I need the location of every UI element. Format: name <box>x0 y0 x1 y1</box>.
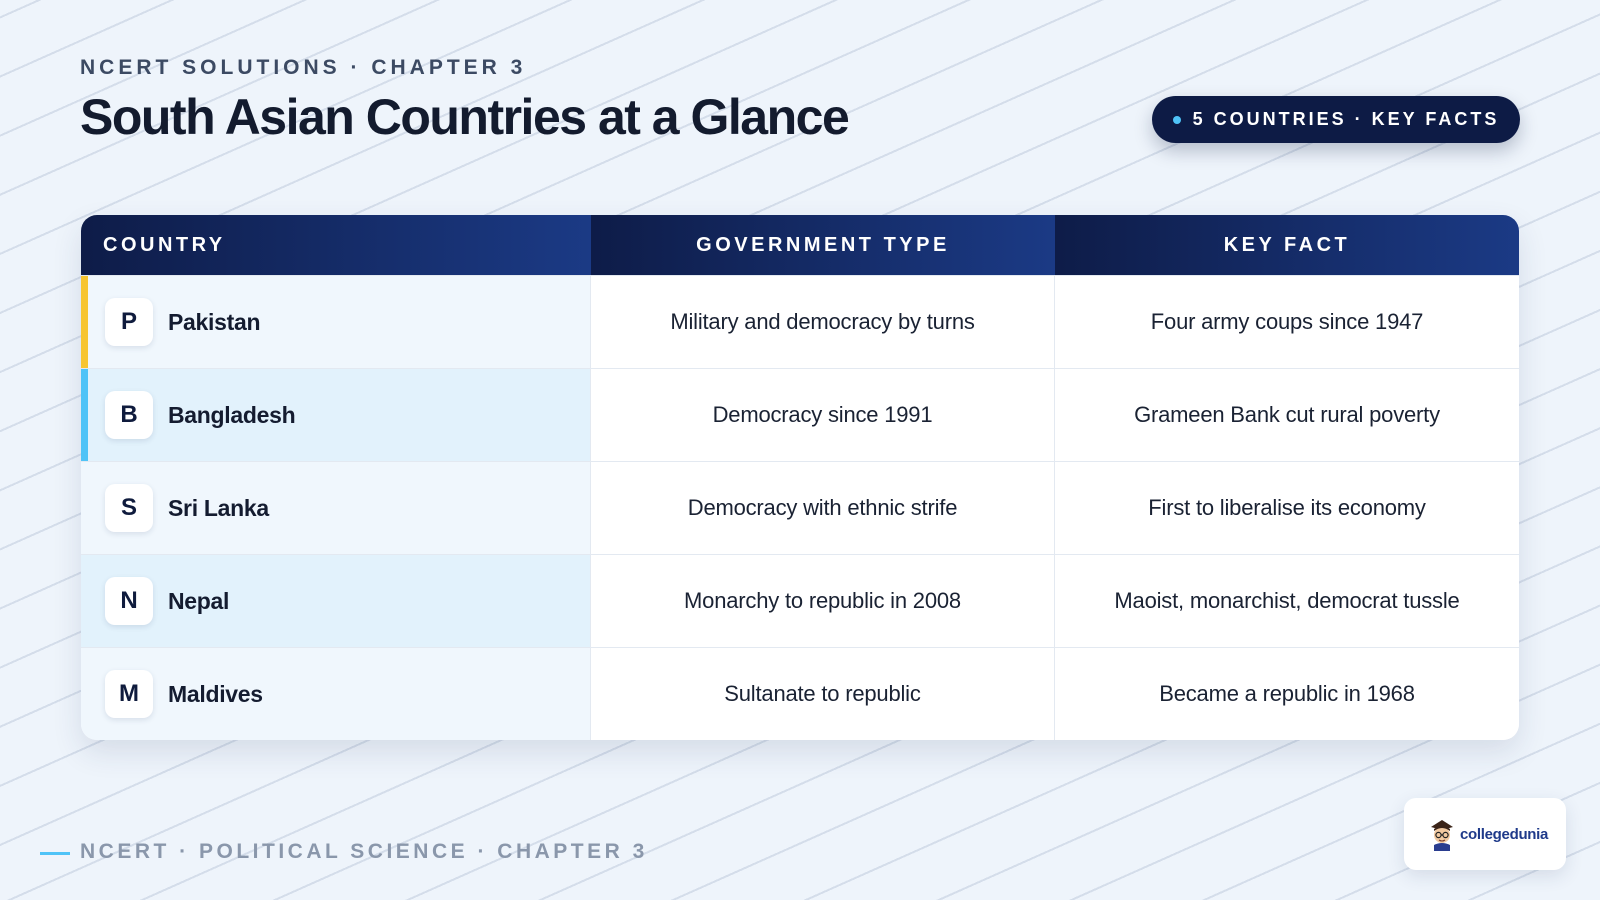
column-header-government-type: GOVERNMENT TYPE <box>591 215 1055 275</box>
government-type-cell: Monarchy to republic in 2008 <box>591 555 1055 647</box>
country-cell: B Bangladesh <box>81 369 591 461</box>
table-row: S Sri Lanka Democracy with ethnic strife… <box>81 461 1519 554</box>
government-type-cell: Sultanate to republic <box>591 648 1055 740</box>
row-accent-bar <box>81 276 88 368</box>
page-title: South Asian Countries at a Glance <box>80 89 850 145</box>
key-fact-cell: Four army coups since 1947 <box>1055 276 1519 368</box>
badge-label: 5 COUNTRIES · KEY FACTS <box>1192 109 1500 129</box>
eyebrow-label: NCERT SOLUTIONS · CHAPTER 3 <box>80 56 527 79</box>
dot-icon <box>1172 115 1181 124</box>
country-name: Pakistan <box>168 308 261 335</box>
table-row: N Nepal Monarchy to republic in 2008 Mao… <box>81 554 1519 647</box>
key-fact-cell: Maoist, monarchist, democrat tussle <box>1055 555 1519 647</box>
country-name: Sri Lanka <box>168 494 269 521</box>
country-cell: M Maldives <box>81 648 591 740</box>
country-initial-badge: M <box>105 670 153 718</box>
country-cell: N Nepal <box>81 555 591 647</box>
country-initial-badge: N <box>105 577 153 625</box>
key-fact-cell: Became a republic in 1968 <box>1055 648 1519 740</box>
country-cell: P Pakistan <box>81 276 591 368</box>
country-initial-badge: S <box>105 484 153 532</box>
column-header-country: COUNTRY <box>81 215 591 275</box>
footer-label: NCERT · POLITICAL SCIENCE · CHAPTER 3 <box>80 840 648 863</box>
country-initial-badge: P <box>105 298 153 346</box>
footer-accent-line <box>40 852 70 855</box>
country-initial-badge: B <box>105 391 153 439</box>
table-row: B Bangladesh Democracy since 1991 Gramee… <box>81 368 1519 461</box>
column-header-key-fact: KEY FACT <box>1055 215 1519 275</box>
key-fact-cell: First to liberalise its economy <box>1055 462 1519 554</box>
table-row: P Pakistan Military and democracy by tur… <box>81 275 1519 368</box>
government-type-cell: Democracy since 1991 <box>591 369 1055 461</box>
logo-text: collegedunia <box>1460 825 1549 843</box>
table-row: M Maldives Sultanate to republic Became … <box>81 647 1519 740</box>
countries-table: COUNTRY GOVERNMENT TYPE KEY FACT P Pakis… <box>81 215 1519 740</box>
country-cell: S Sri Lanka <box>81 462 591 554</box>
mascot-icon <box>1431 820 1453 851</box>
government-type-cell: Military and democracy by turns <box>591 276 1055 368</box>
government-type-cell: Democracy with ethnic strife <box>591 462 1055 554</box>
country-name: Bangladesh <box>168 401 296 428</box>
row-accent-bar <box>81 369 88 461</box>
collegedunia-logo[interactable]: collegedunia <box>1404 798 1566 870</box>
summary-badge: 5 COUNTRIES · KEY FACTS <box>1152 96 1520 143</box>
country-name: Nepal <box>168 587 230 614</box>
table-header: COUNTRY GOVERNMENT TYPE KEY FACT <box>81 215 1519 275</box>
country-name: Maldives <box>168 680 263 707</box>
key-fact-cell: Grameen Bank cut rural poverty <box>1055 369 1519 461</box>
